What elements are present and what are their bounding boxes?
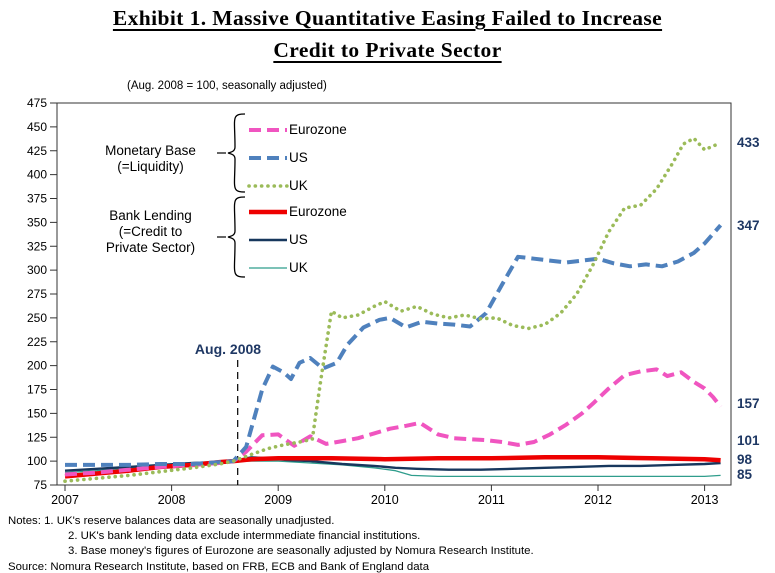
- y-tick-label: 450: [27, 120, 47, 134]
- legend-brace-monetary-base: [227, 113, 246, 193]
- y-tick-label: 475: [27, 96, 47, 110]
- y-tick-label: 225: [27, 335, 47, 349]
- end-value-label-us_lending: 98: [737, 452, 753, 467]
- x-tick-label: 2008: [158, 493, 186, 507]
- legend-label-eurozone_mb: Eurozone: [289, 122, 347, 137]
- legend-group-bank-lending-label: Bank Lending: [109, 208, 192, 223]
- chart-subtitle: (Aug. 2008 = 100, seasonally adjusted): [127, 80, 327, 92]
- end-value-label-eurozone_mb: 157: [737, 396, 760, 411]
- y-tick-label: 125: [27, 430, 47, 444]
- x-tick-label: 2012: [584, 493, 612, 507]
- legend-group-bank-lending-sublabel1: (=Credit to: [118, 224, 183, 239]
- series-line-us_mb: [65, 223, 723, 467]
- y-tick-label: 425: [27, 144, 47, 158]
- y-tick-label: 200: [27, 359, 47, 373]
- legend-label-eurozone_lending: Eurozone: [289, 204, 347, 219]
- legend-label-uk_lending: UK: [289, 260, 308, 275]
- page-title-line1: Exhibit 1. Massive Quantitative Easing F…: [112, 6, 663, 30]
- x-tick-label: 2010: [371, 493, 399, 507]
- y-tick-label: 375: [27, 192, 47, 206]
- end-value-label-us_mb: 347: [737, 218, 760, 233]
- y-tick-label: 150: [27, 406, 47, 420]
- x-tick-label: 2011: [478, 493, 505, 507]
- y-tick-label: 275: [27, 287, 47, 301]
- x-tick-label: 2007: [51, 493, 79, 507]
- end-value-label-eurozone_lending: 101: [737, 433, 760, 448]
- aug-2008-annotation: Aug. 2008: [194, 341, 262, 357]
- series-line-eurozone_mb: [64, 367, 723, 477]
- legend-brace-bank-lending: [227, 196, 246, 278]
- y-tick-label: 100: [27, 454, 47, 468]
- y-tick-label: 325: [27, 239, 47, 253]
- legend-group-bank-lending-sublabel2: Private Sector): [105, 240, 196, 255]
- legend-label-uk_mb: UK: [289, 178, 308, 193]
- note-line-3: 3. Base money's figures of Eurozone are …: [68, 545, 534, 557]
- end-value-label-uk_mb: 433: [737, 135, 760, 150]
- legend-group-monetary-base-sublabel: (=Liquidity): [117, 159, 184, 174]
- note-line-1: Notes: 1. UK's reserve balances data are…: [8, 515, 335, 527]
- x-tick-label: 2013: [691, 493, 719, 507]
- legend-group-monetary-base-label: Monetary Base: [105, 143, 196, 158]
- y-tick-label: 400: [27, 168, 47, 182]
- y-tick-label: 350: [27, 215, 47, 229]
- source-line: Source: Nomura Research Institute, based…: [8, 561, 430, 573]
- y-tick-label: 175: [27, 383, 47, 397]
- series-line-uk_mb: [63, 136, 723, 483]
- x-tick-label: 2009: [264, 493, 292, 507]
- y-tick-label: 75: [34, 478, 48, 492]
- y-tick-label: 300: [27, 263, 47, 277]
- note-line-2: 2. UK's bank lending data exclude interm…: [68, 530, 421, 542]
- legend-label-us_lending: US: [289, 232, 308, 247]
- y-tick-label: 250: [27, 311, 47, 325]
- legend-label-us_mb: US: [289, 150, 308, 165]
- page-title-line2: Credit to Private Sector: [273, 38, 502, 62]
- end-value-label-uk_lending: 85: [737, 467, 753, 482]
